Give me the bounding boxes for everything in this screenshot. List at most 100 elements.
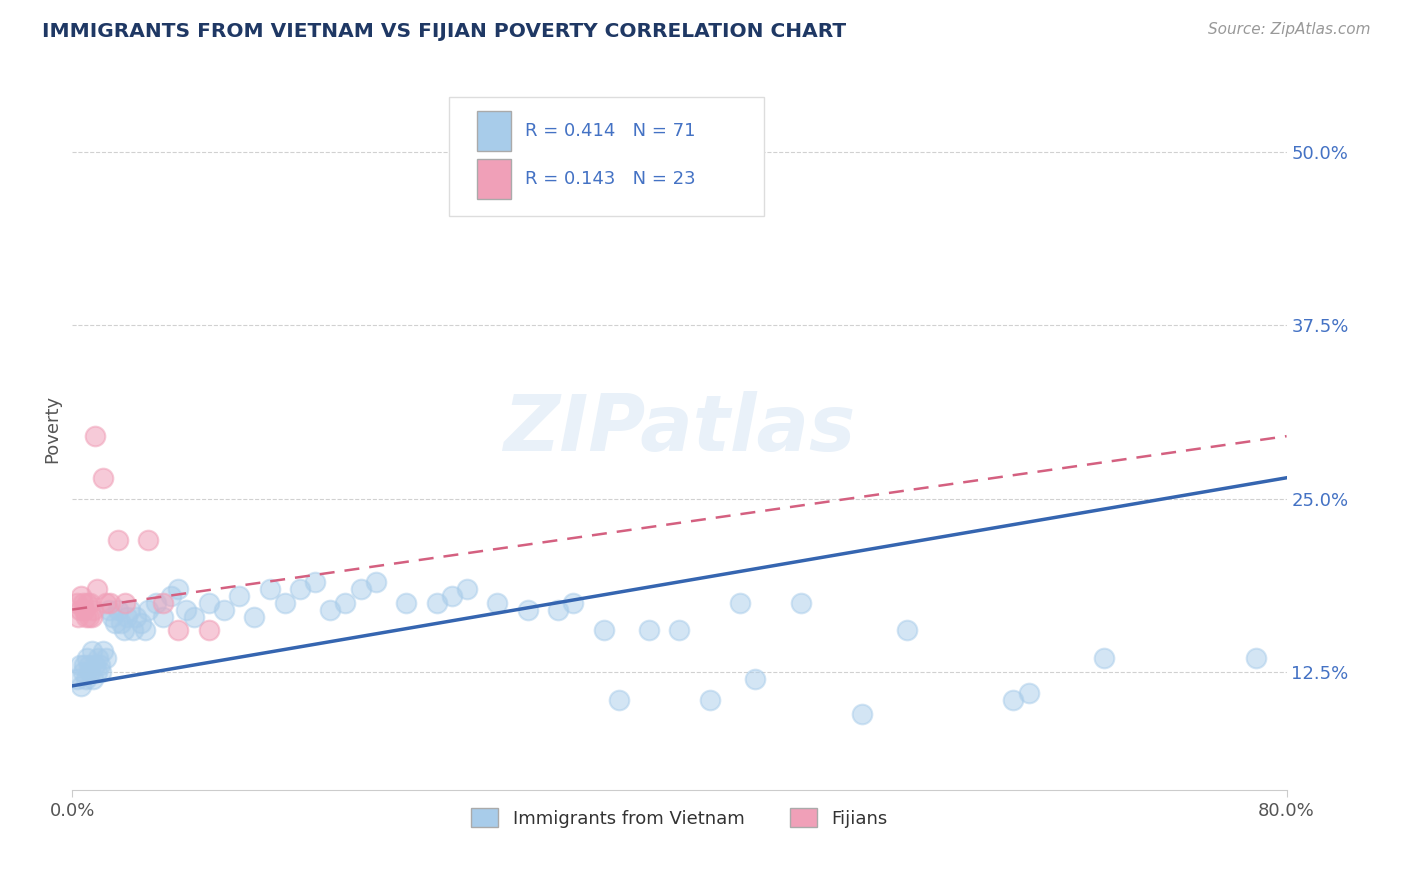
- Point: [350, 582, 373, 596]
- Text: IMMIGRANTS FROM VIETNAM VS FIJIAN POVERTY CORRELATION CHART: IMMIGRANTS FROM VIETNAM VS FIJIAN POVERT…: [42, 22, 846, 41]
- Point: [136, 602, 159, 616]
- Point: [80, 609, 103, 624]
- Point: [66, 596, 89, 610]
- Point: [72, 665, 94, 679]
- Point: [744, 672, 766, 686]
- Point: [122, 624, 145, 638]
- Point: [562, 596, 585, 610]
- Point: [456, 582, 478, 596]
- Point: [112, 624, 135, 638]
- Point: [183, 609, 205, 624]
- Point: [152, 596, 174, 610]
- Point: [75, 609, 97, 624]
- Point: [79, 596, 101, 610]
- Point: [104, 616, 127, 631]
- Point: [66, 672, 89, 686]
- Point: [73, 658, 96, 673]
- Point: [592, 624, 614, 638]
- Point: [84, 658, 107, 673]
- Point: [107, 533, 129, 548]
- Point: [76, 596, 98, 610]
- Point: [134, 624, 156, 638]
- Point: [86, 582, 108, 596]
- Point: [79, 665, 101, 679]
- Point: [274, 596, 297, 610]
- Point: [77, 609, 100, 624]
- Point: [228, 589, 250, 603]
- Point: [145, 596, 167, 610]
- Point: [69, 602, 91, 616]
- Point: [97, 602, 120, 616]
- Point: [1094, 651, 1116, 665]
- Point: [84, 429, 107, 443]
- Point: [319, 602, 342, 616]
- Point: [516, 602, 538, 616]
- Text: R = 0.414   N = 71: R = 0.414 N = 71: [526, 122, 696, 140]
- FancyBboxPatch shape: [449, 97, 765, 217]
- Point: [69, 658, 91, 673]
- Point: [364, 574, 387, 589]
- Point: [668, 624, 690, 638]
- Point: [115, 609, 138, 624]
- Point: [75, 672, 97, 686]
- Point: [129, 616, 152, 631]
- Point: [91, 471, 114, 485]
- Point: [851, 706, 873, 721]
- Point: [70, 679, 93, 693]
- Point: [89, 658, 111, 673]
- Point: [91, 644, 114, 658]
- Point: [335, 596, 357, 610]
- Point: [160, 589, 183, 603]
- Point: [1002, 692, 1025, 706]
- Point: [107, 602, 129, 616]
- Text: R = 0.143   N = 23: R = 0.143 N = 23: [526, 169, 696, 188]
- Text: Source: ZipAtlas.com: Source: ZipAtlas.com: [1208, 22, 1371, 37]
- Point: [638, 624, 661, 638]
- Point: [174, 602, 197, 616]
- Point: [198, 624, 221, 638]
- Point: [198, 596, 221, 610]
- Legend: Immigrants from Vietnam, Fijians: Immigrants from Vietnam, Fijians: [464, 801, 894, 835]
- Y-axis label: Poverty: Poverty: [44, 395, 60, 463]
- Bar: [477, 159, 510, 199]
- Point: [790, 596, 813, 610]
- Point: [425, 596, 447, 610]
- Point: [728, 596, 751, 610]
- Point: [125, 609, 148, 624]
- Point: [80, 644, 103, 658]
- Point: [114, 596, 136, 610]
- Point: [167, 582, 190, 596]
- Point: [607, 692, 630, 706]
- Point: [77, 658, 100, 673]
- Point: [82, 672, 104, 686]
- Point: [70, 589, 93, 603]
- Point: [94, 596, 117, 610]
- Point: [82, 602, 104, 616]
- Point: [98, 596, 121, 610]
- Point: [486, 596, 509, 610]
- Point: [395, 596, 418, 610]
- Point: [118, 602, 141, 616]
- Point: [212, 602, 235, 616]
- Point: [1244, 651, 1267, 665]
- Point: [440, 589, 463, 603]
- Point: [110, 616, 132, 631]
- Point: [100, 609, 122, 624]
- Text: ZIPatlas: ZIPatlas: [503, 392, 855, 467]
- Point: [1018, 686, 1040, 700]
- Bar: [477, 112, 510, 151]
- Point: [94, 651, 117, 665]
- Point: [699, 692, 721, 706]
- Point: [288, 582, 311, 596]
- Point: [76, 651, 98, 665]
- Point: [547, 602, 569, 616]
- Point: [896, 624, 918, 638]
- Point: [152, 609, 174, 624]
- Point: [72, 596, 94, 610]
- Point: [136, 533, 159, 548]
- Point: [87, 651, 110, 665]
- Point: [90, 665, 112, 679]
- Point: [243, 609, 266, 624]
- Point: [167, 624, 190, 638]
- Point: [73, 602, 96, 616]
